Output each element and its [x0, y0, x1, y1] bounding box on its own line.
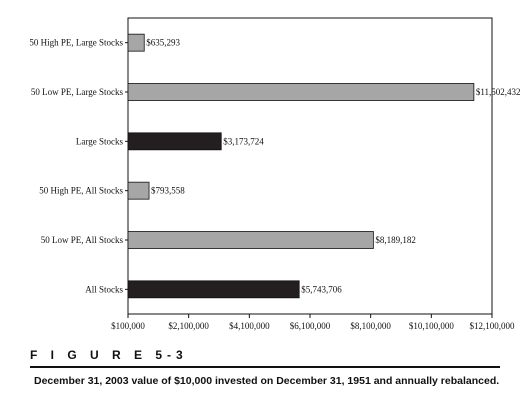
value-label-0: $635,293 [146, 38, 180, 48]
bar-chart: 50 High PE, Large Stocks $635,293 50 Low P… [29, 17, 521, 331]
figure-label: F I G U R E 5-3 [30, 348, 188, 362]
value-label-5: $5,743,706 [301, 284, 342, 294]
figure-caption: December 31, 2003 value of $10,000 inves… [34, 375, 500, 387]
x-tick-label-2: $4,100,000 [229, 321, 270, 331]
chart-area: 50 High PE, Large Stocks $635,293 50 Low P… [29, 17, 521, 331]
value-label-2: $3,173,724 [223, 136, 264, 146]
category-label-3: 50 High PE, All Stocks [39, 186, 123, 196]
value-label-3: $793,558 [151, 186, 185, 196]
bar-5 [127, 280, 300, 299]
value-label-4: $8,189,182 [375, 235, 416, 245]
x-tick-label-1: $2,100,000 [168, 321, 209, 331]
value-label-1: $11,502,432 [476, 87, 521, 97]
category-label-5: All Stocks [85, 284, 123, 294]
bar-3 [127, 181, 150, 200]
caption-rule [30, 366, 500, 368]
x-tick-label-0: $100,000 [111, 321, 145, 331]
plot-frame [127, 17, 493, 315]
x-tick-label-5: $10,100,000 [409, 321, 455, 331]
category-label-4: 50 Low PE, All Stocks [41, 235, 124, 245]
bar-1 [127, 83, 475, 101]
x-tick-label-3: $6,100,000 [290, 321, 331, 331]
category-label-2: Large Stocks [76, 136, 124, 146]
x-tick-label-6: $12,100,000 [470, 321, 516, 331]
bar-2 [127, 132, 222, 151]
category-label-0: 50 High PE, Large Stocks [29, 38, 123, 48]
x-tick-label-4: $8,100,000 [350, 321, 391, 331]
bar-4 [127, 231, 374, 249]
bar-0 [127, 33, 145, 52]
category-label-1: 50 Low PE, Large Stocks [31, 87, 124, 97]
